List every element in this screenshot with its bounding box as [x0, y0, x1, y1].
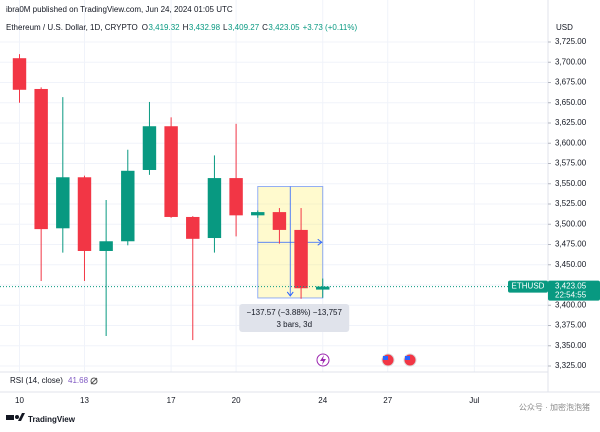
y-tick-label: 3,575.00 — [555, 159, 587, 168]
candle-body — [316, 286, 330, 290]
candle-body — [142, 126, 157, 170]
footer-brand: TradingView — [28, 415, 76, 424]
rsi-hidden-icon[interactable] — [90, 377, 98, 385]
event-icons — [316, 353, 417, 367]
candle-layer — [12, 54, 330, 341]
candle-body — [12, 58, 27, 90]
ohlc-key: O — [142, 23, 148, 32]
rsi-name: RSI (14, close) — [10, 376, 63, 385]
y-tick-label: 3,725.00 — [555, 37, 587, 46]
y-tick-label: 3,625.00 — [555, 118, 587, 127]
candle-body — [34, 88, 48, 230]
x-tick-label: 27 — [383, 396, 392, 405]
measure-arrow-head — [317, 238, 323, 246]
candle-body — [77, 177, 92, 251]
logo-mark — [18, 413, 25, 421]
y-tick-label: 3,400.00 — [555, 300, 587, 309]
last-price-ticker: ETHUSD — [512, 282, 545, 291]
measure-layer — [257, 186, 324, 299]
x-tick-label: Jul — [469, 396, 479, 405]
last-price-axis-tag — [548, 280, 600, 301]
y-tick-label: 3,550.00 — [555, 179, 587, 188]
y-tick-label: 3,475.00 — [555, 240, 587, 249]
logo-mark — [6, 415, 14, 420]
candle-body — [207, 178, 222, 239]
x-tick-label: 20 — [232, 396, 241, 405]
measure-label: −137.57 (−3.88%) −13,757 — [247, 308, 343, 317]
published-line: ibra0M published on TradingView.com, Jun… — [6, 5, 233, 14]
ohlc-key: C — [262, 23, 268, 32]
candle-body — [121, 170, 135, 242]
y-tick-label: 3,375.00 — [555, 321, 587, 330]
x-tick-label: 17 — [167, 396, 176, 405]
event-icon-glyph — [383, 356, 388, 360]
measure-label-box — [239, 303, 350, 332]
candle-body — [294, 229, 308, 289]
candle-body — [229, 178, 243, 216]
currency: USD — [556, 23, 573, 32]
footer-logo — [6, 413, 25, 421]
y-tick-label: 3,525.00 — [555, 199, 587, 208]
y-tick-label: 3,700.00 — [555, 57, 587, 66]
y-tick-label: 3,350.00 — [555, 341, 587, 350]
last-price-tag — [508, 280, 548, 293]
candle-body — [251, 212, 265, 216]
symbol-name: Ethereum / U.S. Dollar, 1D, CRYPTO — [6, 23, 138, 32]
watermark: 公众号 · 加密泡泡猪 — [519, 402, 590, 412]
rsi-value: 41.68 — [68, 376, 89, 385]
rsi-hidden-icon — [90, 377, 98, 385]
last-price-countdown: 22:54:55 — [555, 291, 587, 300]
y-tick-label: 3,500.00 — [555, 219, 587, 228]
y-tick-label: 3,600.00 — [555, 138, 587, 147]
ohlc-value: 3,423.05 — [268, 23, 300, 32]
event-icon-glyph — [405, 356, 410, 360]
last-price-label: 3,423.05 — [555, 282, 587, 291]
x-tick-label: 10 — [15, 396, 24, 405]
measure-sublabel: 3 bars, 3d — [276, 320, 312, 329]
ohlc-key: H — [183, 23, 189, 32]
candle-body — [272, 212, 287, 230]
event-icon-glyph — [320, 355, 326, 365]
measure-arrow-head — [286, 291, 294, 297]
ohlc-value: 3,432.98 — [189, 23, 221, 32]
ohlc-value: 3,419.32 — [148, 23, 180, 32]
candle-body — [186, 216, 200, 239]
logo-mark — [15, 415, 19, 419]
price-change: +3.73 (+0.11%) — [303, 23, 358, 32]
y-tick-label: 3,650.00 — [555, 98, 587, 107]
x-tick-label: 13 — [80, 396, 89, 405]
candle-body — [164, 126, 178, 217]
candle-body — [56, 177, 70, 229]
y-tick-label: 3,325.00 — [555, 361, 587, 370]
y-tick-label: 3,450.00 — [555, 260, 587, 269]
ohlc-key: L — [223, 23, 228, 32]
x-tick-label: 24 — [318, 396, 327, 405]
y-tick-label: 3,675.00 — [555, 78, 587, 87]
candle-body — [99, 241, 113, 251]
ohlc-value: 3,409.27 — [228, 23, 260, 32]
